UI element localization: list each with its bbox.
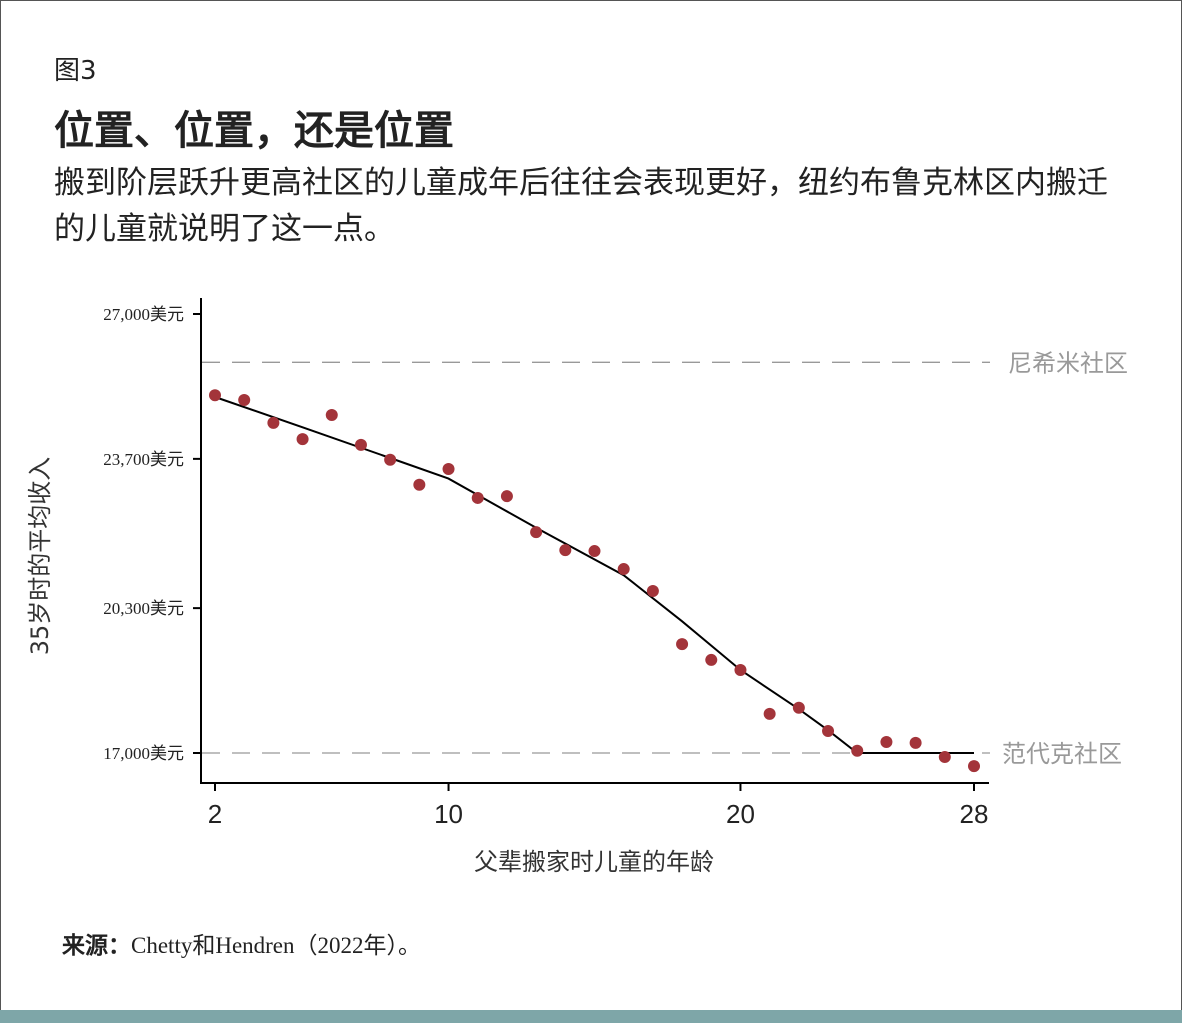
x-axis-label: 父辈搬家时儿童的年龄 xyxy=(474,848,714,876)
reference-label: 尼希米社区 xyxy=(1008,349,1128,377)
y-tick-label: 20,300美元 xyxy=(103,599,184,618)
data-point xyxy=(763,707,776,720)
data-point xyxy=(500,490,513,503)
data-point xyxy=(209,389,221,402)
chart-subtitle: 搬到阶层跃升更高社区的儿童成年后往往会表现更好，纽约布鲁克林区内搬迁的儿童就说明… xyxy=(54,165,1108,247)
x-tick-label: 28 xyxy=(960,799,989,829)
data-point xyxy=(413,478,426,491)
data-point xyxy=(617,563,630,576)
data-point xyxy=(267,416,280,429)
y-tick-label: 23,700美元 xyxy=(103,450,184,469)
data-point xyxy=(354,438,367,451)
x-tick-label: 20 xyxy=(726,799,755,829)
data-point xyxy=(530,526,543,539)
data-point xyxy=(471,491,484,504)
data-point xyxy=(384,453,397,466)
source-label: 来源： xyxy=(62,933,131,959)
data-point xyxy=(968,760,980,773)
source-note: 来源：Chetty和Hendren（2022年）。 xyxy=(62,926,421,960)
data-point xyxy=(588,545,601,558)
figure-label: 图3 xyxy=(54,56,97,86)
x-tick-label: 10 xyxy=(434,799,463,829)
bottom-bar xyxy=(0,1010,1182,1023)
data-point xyxy=(851,744,864,757)
y-axis-label: 35岁时的平均收入 xyxy=(26,457,54,656)
data-point xyxy=(909,736,922,749)
y-tick-label: 27,000美元 xyxy=(103,305,184,324)
x-tick-label: 2 xyxy=(208,799,222,829)
chart-title: 位置、位置，还是位置 xyxy=(54,108,454,154)
data-point xyxy=(676,638,689,651)
data-point xyxy=(880,736,893,749)
fit-line xyxy=(214,396,974,754)
data-point xyxy=(734,664,747,677)
data-point xyxy=(938,750,951,763)
data-point xyxy=(325,408,338,421)
reference-label: 范代克社区 xyxy=(1002,740,1122,768)
data-point xyxy=(442,462,455,475)
source-text: Chetty和Hendren（2022年）。 xyxy=(131,933,422,958)
data-point xyxy=(646,585,659,598)
data-point xyxy=(822,725,835,738)
data-point xyxy=(559,544,572,557)
data-point xyxy=(296,433,309,446)
data-point xyxy=(705,653,718,666)
data-point xyxy=(792,701,805,714)
data-point xyxy=(238,394,251,407)
y-tick-label: 17,000美元 xyxy=(103,744,184,763)
